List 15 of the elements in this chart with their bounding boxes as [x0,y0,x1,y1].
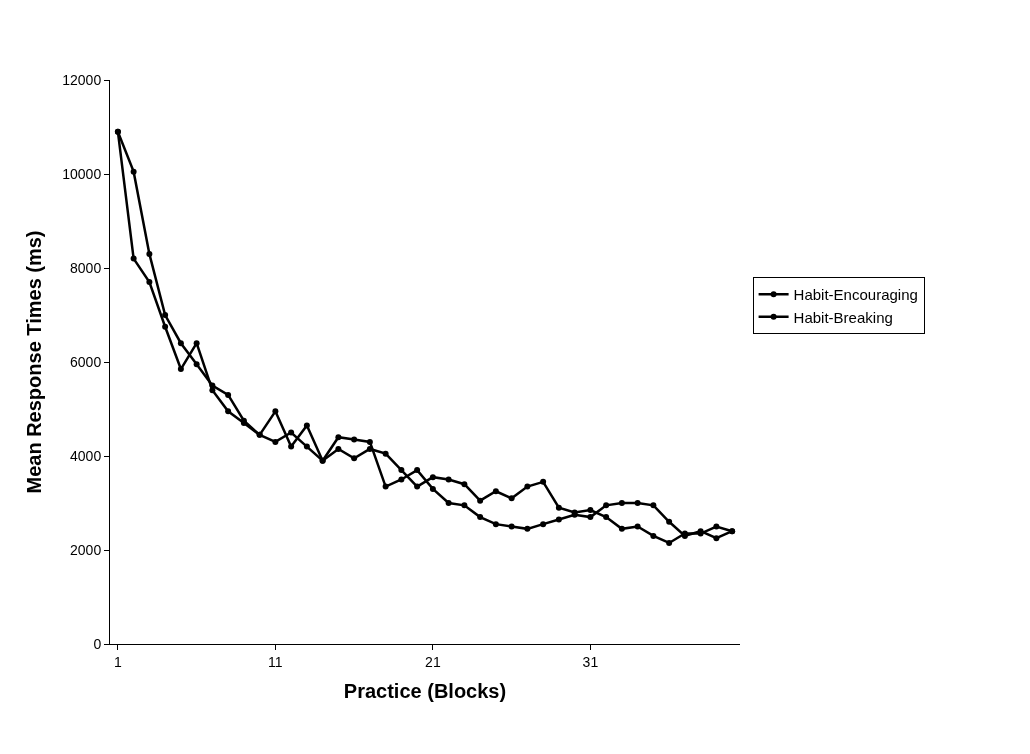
x-tick-label: 1 [113,653,122,670]
y-tick-label: 10000 [62,165,102,182]
x-tick-label: 31 [582,653,599,670]
x-tick-label: 21 [425,653,441,670]
y-tick-label: 4000 [70,447,102,464]
y-tick-label: 8000 [70,259,102,276]
y-tick-label: 6000 [70,353,102,370]
y-tick-label: 0 [93,635,102,652]
legend-label: Habit-Breaking [793,308,893,326]
x-axis-title: Practice (Blocks) [343,680,507,703]
legend-label: Habit-Encouraging [793,286,918,304]
y-axis-title: Mean Response Times (ms) [22,230,45,494]
y-tick-label: 12000 [62,71,102,88]
x-tick-label: 11 [268,653,283,670]
y-tick-label: 2000 [70,541,102,558]
